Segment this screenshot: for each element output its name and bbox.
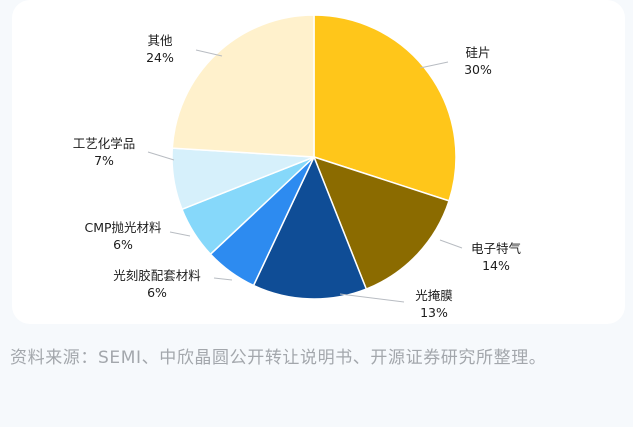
slice-percent-label: 24%: [146, 50, 174, 65]
leader-line: [213, 277, 233, 281]
slice-percent-label: 6%: [147, 285, 167, 300]
pie-slice: [313, 14, 457, 202]
leader-line: [339, 293, 405, 303]
slice-label: 硅片: [465, 45, 490, 60]
pie-slice: [252, 155, 368, 300]
slice-percent-label: 13%: [420, 305, 448, 320]
leader-line: [147, 151, 175, 161]
slice-label: 其他: [147, 33, 173, 48]
source-note: 资料来源：SEMI、中欣晶圆公开转让说明书、开源证券研究所整理。: [10, 348, 547, 368]
pie-slice: [171, 14, 315, 158]
slice-label: 工艺化学品: [73, 136, 136, 151]
slice-label: 电子特气: [471, 241, 522, 256]
slice-label: 光掩膜: [415, 288, 453, 303]
pie-slice: [312, 155, 450, 291]
slice-percent-label: 14%: [482, 258, 510, 273]
leader-line: [169, 231, 191, 237]
slice-percent-label: 6%: [113, 237, 133, 252]
pie-chart: 硅片 30% 电子特气 14% 光掩膜 13% 光刻胶配套材料 6% CMP抛光材料 6% 工艺化学…: [73, 14, 522, 320]
leader-line: [419, 61, 449, 69]
slice-label: CMP抛光材料: [84, 220, 162, 235]
slice-percent-label: 7%: [94, 153, 114, 168]
leader-line: [439, 239, 463, 249]
slice-label: 光刻胶配套材料: [113, 268, 201, 283]
slice-percent-label: 30%: [464, 62, 492, 77]
leader-line: [195, 49, 223, 57]
